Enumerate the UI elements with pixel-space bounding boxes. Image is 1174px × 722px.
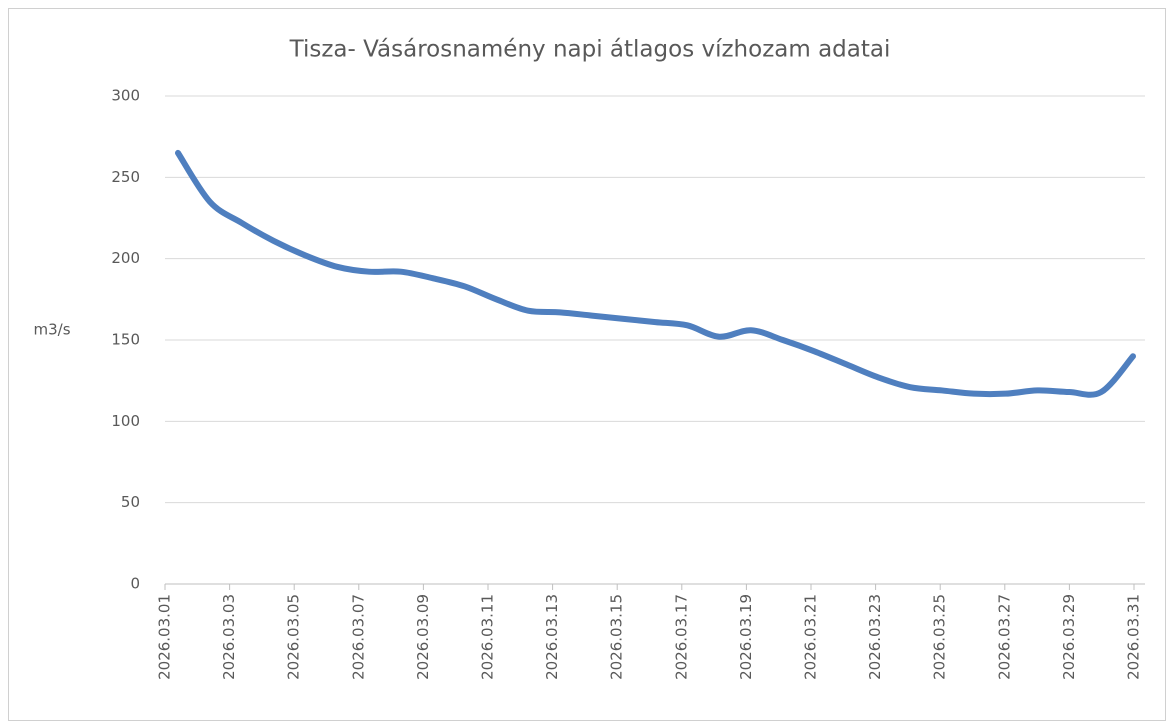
chart-border [8, 8, 1166, 721]
y-tick-label: 50 [121, 493, 140, 511]
x-tick-label: 2026.03.19 [737, 594, 755, 680]
data-line [175, 149, 1136, 398]
x-tick-label: 2026.03.25 [931, 594, 949, 680]
x-tick-label: 2026.03.21 [802, 594, 820, 680]
x-tick-label: 2026.03.27 [995, 594, 1013, 680]
x-tick-label: 2026.03.29 [1060, 594, 1078, 680]
x-tick-label: 2026.03.13 [543, 594, 561, 680]
x-tick-label: 2026.03.05 [285, 594, 303, 680]
y-axis-label: m3/s [33, 321, 70, 339]
x-tick-label: 2026.03.17 [672, 594, 690, 680]
y-tick-label: 250 [111, 168, 140, 186]
chart-title: Tisza- Vásárosnamény napi átlagos vízhoz… [289, 37, 891, 63]
x-tick-label: 2026.03.07 [349, 594, 367, 680]
y-tick-label: 100 [111, 412, 140, 430]
y-tick-label: 300 [111, 87, 140, 105]
x-tick-label: 2026.03.09 [414, 594, 432, 680]
x-tick-label: 2026.03.31 [1125, 594, 1143, 680]
x-tick-label: 2026.03.01 [156, 594, 174, 680]
y-tick-label: 200 [111, 249, 140, 267]
y-tick-label: 0 [130, 575, 140, 593]
x-tick-label: 2026.03.23 [866, 594, 884, 680]
y-tick-label: 150 [111, 331, 140, 349]
x-tick-label: 2026.03.11 [479, 594, 497, 680]
x-tick-label: 2026.03.15 [608, 594, 626, 680]
x-tick-label: 2026.03.03 [220, 594, 238, 680]
